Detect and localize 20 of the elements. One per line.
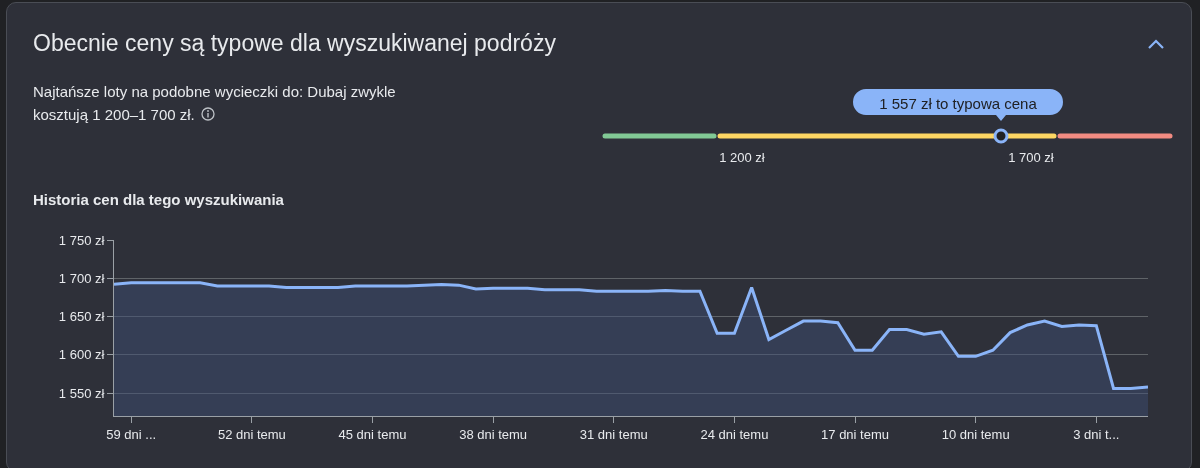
x-tick-label: 3 dni t... [1073,426,1120,442]
chart-subtitle: Najtańsze loty na podobne wycieczki do: Dubaj zwykle kosztują 1 200–1 700 zł. [33,82,397,125]
text: 1 700 zł [1008,150,1054,165]
y-tick-label: 1 750 zł [58,232,105,248]
x-tick-label: 31 dni temu [579,426,648,442]
x-tick-label: 10 dni temu [941,426,1010,442]
y-tick-label: 1 650 zł [58,309,105,325]
text: 1 557 zł to typowa cena [879,95,1037,112]
text: 1 200 zł [719,150,765,165]
y-tick-label: 1 550 zł [58,385,105,401]
chart-title: Obecnie ceny są typowe dla wyszukiwanej podróży [33,30,556,57]
x-tick-label: 45 dni temu [338,426,407,442]
y-tick-label: 1 600 zł [58,347,105,363]
y-tick-label: 1 700 zł [58,270,105,286]
x-tick-label: 17 dni temu [821,426,889,442]
x-tick-label: 38 dni temu [459,426,528,442]
x-tick-label: 52 dni temu [217,426,286,442]
text: Historia cen dla tego wyszukiwania [33,191,284,208]
x-tick-label: 24 dni temu [700,426,769,442]
x-tick-label: 59 dni ... [106,426,157,442]
